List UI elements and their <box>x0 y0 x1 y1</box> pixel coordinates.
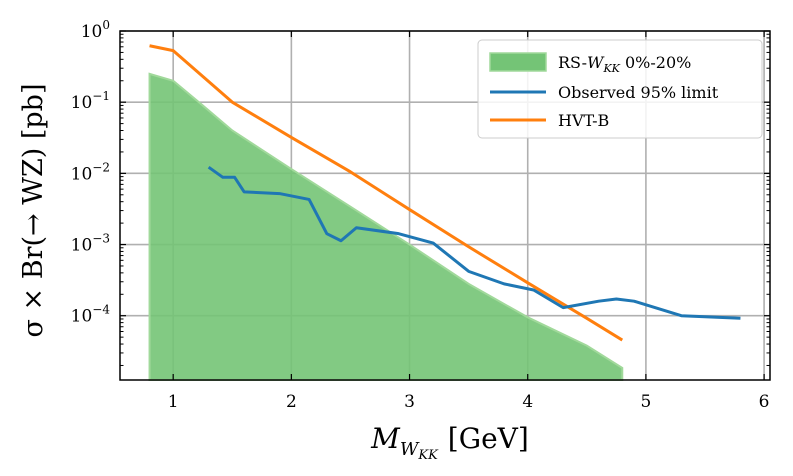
x-tick-label: 4 <box>522 392 533 412</box>
hvt-b-line <box>149 44 624 342</box>
x-tick-label: 2 <box>286 392 297 412</box>
x-tick-label: 3 <box>404 392 415 412</box>
legend-observed-label: Observed 95% limit <box>558 83 719 102</box>
legend-band-swatch <box>489 52 547 72</box>
legend-band-symbol: W <box>587 53 605 72</box>
x-axis-label: MWKK [GeV] <box>370 422 529 463</box>
x-tick-label: 5 <box>640 392 651 412</box>
legend: RS-WKK 0%-20% Observed 95% limit HVT-B <box>477 39 763 139</box>
x-axis-label-unit: [GeV] <box>448 422 529 455</box>
band-layer <box>148 72 624 381</box>
axis-ticks: 1 2 3 4 5 6 100 10−1 10−2 10−3 10−4 <box>71 18 770 412</box>
y-tick-label: 10−2 <box>71 160 110 184</box>
legend-hvtb-label: HVT-B <box>558 111 609 130</box>
y-tick-label: 10−3 <box>71 232 110 256</box>
y-tick-label: 10−1 <box>71 89 110 113</box>
legend-band-suffix: 0%-20% <box>620 53 691 72</box>
x-axis-label-sub: W <box>400 439 420 460</box>
x-axis-label-symbol: M <box>370 422 401 455</box>
plot-frame <box>119 30 771 381</box>
legend-band-label: RS-WKK 0%-20% <box>558 53 691 75</box>
observed-limit-line <box>207 165 741 320</box>
x-axis-label-subsub: KK <box>417 448 439 463</box>
y-tick-label: 100 <box>81 18 110 42</box>
legend-band-sub: KK <box>602 62 620 75</box>
legend-box <box>477 39 763 139</box>
series-layer <box>149 44 741 342</box>
y-tick-label: 10−4 <box>71 303 111 327</box>
legend-band-prefix: RS- <box>558 53 587 72</box>
rs-wkk-band <box>148 72 624 381</box>
y-axis-label: σ × Br(→ WZ) [pb] <box>18 84 49 338</box>
x-tick-label: 6 <box>759 392 770 412</box>
x-tick-label: 1 <box>168 392 179 412</box>
